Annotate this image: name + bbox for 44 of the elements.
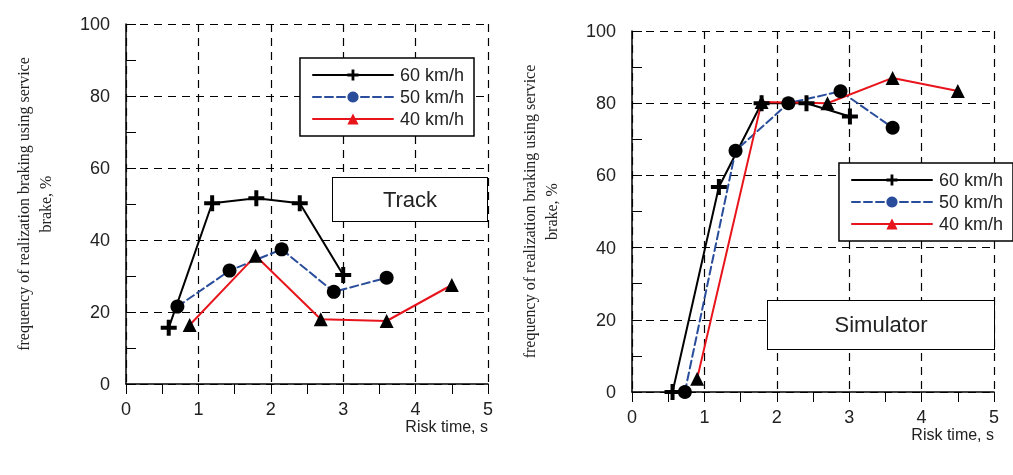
y-tick-label: 80	[595, 93, 616, 114]
x-axis-title: Risk time, s	[405, 417, 488, 435]
x-tick-label: 1	[193, 399, 204, 419]
legend-label: 60 km/h	[399, 65, 464, 85]
y-tick-label: 60	[595, 165, 616, 186]
y-tick-label: 20	[89, 302, 110, 322]
x-tick-label: 2	[771, 407, 782, 427]
point	[160, 319, 177, 336]
y-tick-label: 100	[79, 14, 110, 34]
y-tick-label: 40	[595, 237, 616, 258]
point	[710, 178, 727, 195]
x-tick-label: 5	[988, 407, 1000, 427]
y-axis-title: frequency of realization braking using service brake, %	[14, 57, 54, 351]
x-tick-label: 2	[265, 399, 276, 419]
point	[291, 195, 308, 212]
y-tick-label: 40	[89, 230, 110, 250]
x-tick-label: 4	[410, 399, 421, 419]
legend-label: 50 km/h	[399, 87, 464, 107]
y-tick-label: 0	[605, 382, 616, 402]
x-tick-label: 4	[916, 407, 927, 427]
label-box: Simulator	[767, 300, 995, 350]
y-axis-title: frequency of realization braking using service brake, %	[520, 64, 560, 359]
y-tick-label: 20	[595, 309, 616, 330]
legend-label: 40 km/h	[399, 109, 464, 129]
point	[248, 190, 265, 207]
x-tick-label: 0	[120, 399, 132, 419]
x-tick-label: 3	[844, 407, 855, 427]
point	[335, 266, 352, 283]
y-tick-label: 100	[585, 21, 616, 41]
point	[204, 195, 221, 212]
y-tick-label: 60	[89, 158, 110, 178]
x-tick-label: 1	[699, 407, 710, 427]
point	[841, 108, 858, 125]
y-tick-label: 80	[89, 86, 110, 106]
x-tick-label: 3	[338, 399, 349, 419]
y-tick-label: 0	[99, 374, 110, 394]
point	[798, 95, 815, 112]
label-box: Track	[332, 177, 488, 222]
x-tick-label: 5	[482, 399, 494, 419]
legend-label: 40 km/h	[938, 214, 1003, 234]
x-axis-title: Risk time, s	[911, 425, 994, 443]
legend-label: 60 km/h	[938, 170, 1003, 190]
legend-label: 50 km/h	[938, 192, 1003, 212]
x-tick-label: 0	[626, 407, 638, 427]
